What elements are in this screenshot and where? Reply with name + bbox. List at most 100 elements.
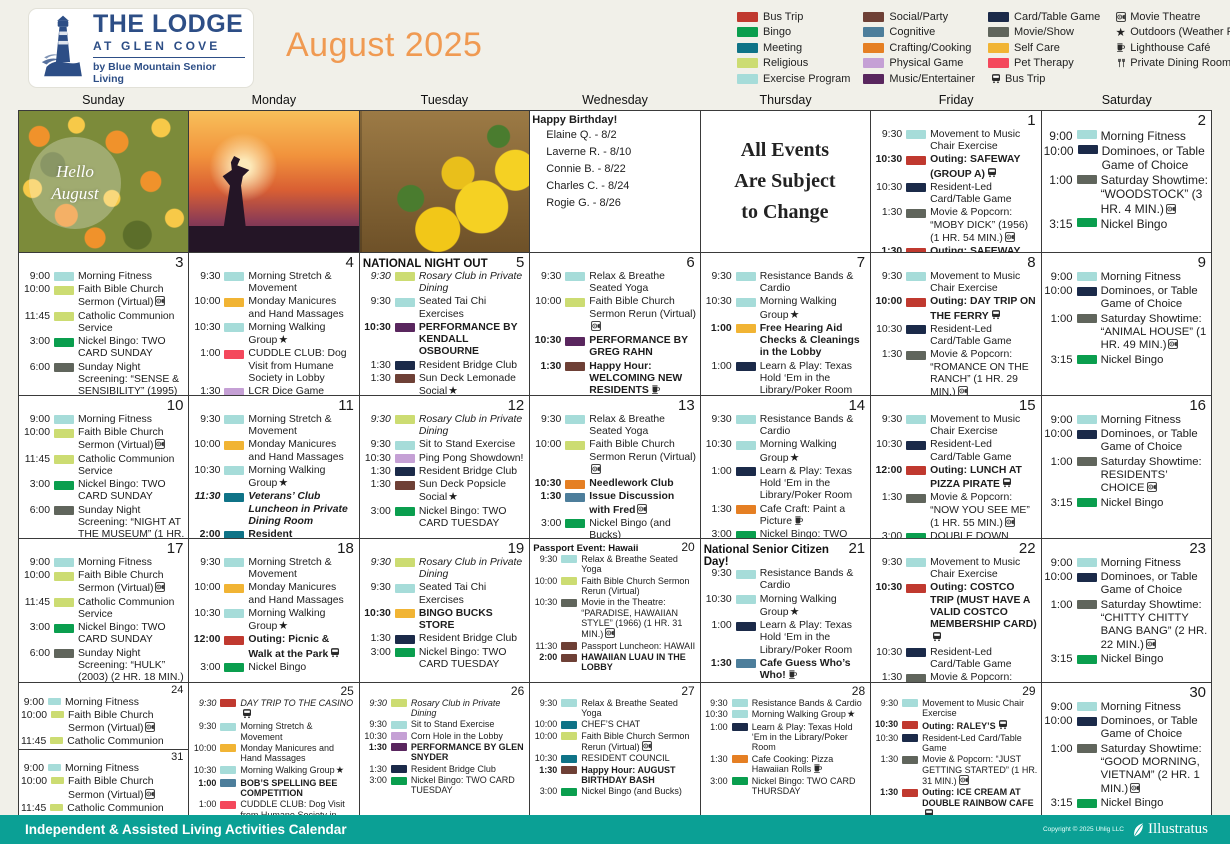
calendar-event: 3:15 Nickel Bingo (1044, 653, 1208, 666)
date-line: 16 (1044, 397, 1208, 414)
event-text: Resident Ambassadors’ Meeting (248, 529, 293, 539)
movie-theatre-icon (145, 722, 156, 732)
category-swatch (906, 440, 927, 450)
event-text: HAWAIIAN LUAU IN THE LOBBY (581, 652, 686, 673)
event-time: 10:00 (1043, 143, 1074, 158)
event-text: Morning Stretch & Movement (248, 413, 332, 438)
calendar-event: 9:30 Relax & Breathe Seated Yoga (532, 554, 696, 575)
event-time: 1:00 (1050, 742, 1073, 755)
event-text: PERFORMANCE BY KENDALL OSBOURNE (418, 321, 518, 358)
event-text: Morning Walking Group★ (751, 708, 856, 720)
legend-swatch (863, 58, 885, 68)
legend-label: Movie Theatre (1130, 10, 1201, 23)
legend-swatch (988, 58, 1010, 68)
calendar-event: 3:00 Nickel Bingo: TWO CARD SUNDAY (21, 622, 185, 647)
illustratus-logo: Illustratus (1132, 821, 1208, 838)
event-time: 9:30 (370, 556, 391, 568)
category-swatch (902, 734, 919, 743)
category-swatch (1076, 498, 1097, 508)
event-time: 9:30 (880, 697, 899, 708)
calendar-event: 1:00 Saturday Showtime: “GOOD MORNING, VI… (1044, 743, 1208, 796)
event-time: 10:00 (21, 709, 48, 721)
event-time: 9:30 (539, 553, 558, 564)
event-text: Sit to Stand Exercise (418, 439, 516, 451)
category-swatch (906, 247, 927, 252)
category-swatch (394, 454, 415, 464)
event-time: 9:30 (711, 270, 732, 282)
category-swatch (906, 325, 927, 335)
calendar-event: 9:30 Rosary Club in Private Dining (362, 698, 526, 719)
event-text: Movement to Music Chair Exercise (922, 697, 1025, 718)
outdoors-star-icon: ★ (789, 605, 800, 618)
category-swatch (220, 766, 237, 775)
legend-swatch (863, 11, 885, 22)
date-line: 10 (21, 397, 185, 414)
calendar-event: 1:00 Free Hearing Aid Checks & Cleanings … (703, 323, 867, 360)
date-line: 26 (362, 684, 526, 698)
event-time: 10:00 (23, 284, 50, 296)
category-swatch (224, 635, 245, 645)
category-swatch (1076, 429, 1097, 439)
event-time: 1:00 (710, 721, 728, 732)
event-text: Saturday Showtime: “WOODSTOCK” (3 HR. 4 … (1100, 173, 1208, 216)
category-swatch (394, 272, 415, 282)
event-time: 1:30 (540, 360, 562, 372)
event-text: Learn & Play: Texas Hold ‘Em in the Libr… (751, 721, 853, 753)
outdoors-star-icon: ★ (278, 477, 289, 490)
event-text: Ping Pong Showdown! (418, 452, 524, 464)
event-text: Outing: COSTCO TRIP (MUST HAVE A VALID C… (930, 582, 1037, 645)
event-text: Faith Bible Church Sermon Rerun (Virtual… (589, 439, 696, 477)
category-swatch (394, 415, 415, 425)
category-swatch (1076, 355, 1097, 365)
date-number: 8 (1027, 254, 1036, 271)
event-text: Learn & Play: Texas Hold ‘Em in the Libr… (759, 360, 853, 396)
category-swatch (731, 699, 748, 708)
calendar-event: 10:00 Faith Bible Church Sermon Rerun (Vi… (532, 576, 696, 597)
month-title: August 2025 (286, 26, 483, 64)
bus-icon (987, 167, 996, 177)
calendar-event: 10:30 Resident-Led Card/Table Game (873, 324, 1037, 349)
calendar-event: 9:30 Morning Stretch & Movement (191, 721, 355, 742)
calendar-event: 10:00 Monday Manicures and Hand Massages (191, 439, 355, 464)
calendar-event: 10:00 Faith Bible Church Sermon (Virtual) (21, 570, 185, 596)
category-swatch (735, 415, 756, 425)
category-swatch (1076, 286, 1097, 296)
category-swatch (394, 634, 415, 644)
event-text: Outing: Picnic & Walk at the Park (248, 634, 355, 661)
day-cell: 4 9:30 Morning Stretch & Movement 10:00 Mond… (189, 253, 360, 396)
event-time: 9:30 (711, 413, 732, 425)
category-swatch (48, 697, 61, 705)
event-text: CUDDLE CLUB: Dog Visit from Humane Socie… (248, 348, 347, 384)
category-swatch (390, 732, 407, 741)
calendar-event: 9:00 Morning Fitness (1044, 129, 1208, 143)
legend-label: Pet Therapy (1014, 57, 1074, 69)
day-header: Friday (938, 93, 974, 107)
calendar-event: 3:00 Nickel Bingo (191, 662, 355, 674)
event-text: Learn & Play: Texas Hold ‘Em in the Libr… (759, 465, 853, 502)
event-text: Faith Bible Church Sermon (Virtual) (78, 570, 166, 595)
calendar-event: 12:00 Outing: Picnic & Walk at the Park (191, 634, 355, 661)
event-time: 3:15 (1050, 496, 1073, 509)
day-cell: 16 9:00 Morning Fitness 10:00 Dominoes, or T… (1041, 396, 1212, 539)
category-swatch (390, 699, 407, 708)
lighthouse-cafe-icon (814, 764, 823, 773)
day-cell: 10 9:00 Morning Fitness 10:00 Faith Bible Ch… (19, 396, 190, 539)
event-text: Monday Manicures and Hand Massages (240, 742, 334, 764)
legend-label: Lighthouse Café (1130, 41, 1211, 54)
category-swatch (394, 361, 415, 371)
event-time: 10:30 (876, 323, 903, 335)
category-swatch (390, 720, 407, 729)
legend-swatch (737, 11, 758, 22)
event-time: 1:00 (1050, 598, 1073, 611)
event-text: Saturday Showtime: “ANIMAL HOUSE” (1 HR.… (1100, 312, 1207, 352)
event-text: Nickel Bingo (and Bucks) (581, 786, 682, 797)
event-time: 10:00 (1044, 715, 1073, 728)
event-time: 10:30 (194, 321, 221, 333)
date-number: 16 (1189, 397, 1206, 414)
calendar-event: 3:00 Nickel Bingo: TWO CARD TUESDAY (362, 775, 526, 796)
birthday-cell: Happy Birthday! Elaine Q. - 8/2 Laverne R.… (530, 111, 701, 253)
category-swatch (54, 455, 74, 465)
event-text: Morning Fitness (1100, 128, 1186, 143)
event-time: 1:00 (711, 465, 732, 477)
